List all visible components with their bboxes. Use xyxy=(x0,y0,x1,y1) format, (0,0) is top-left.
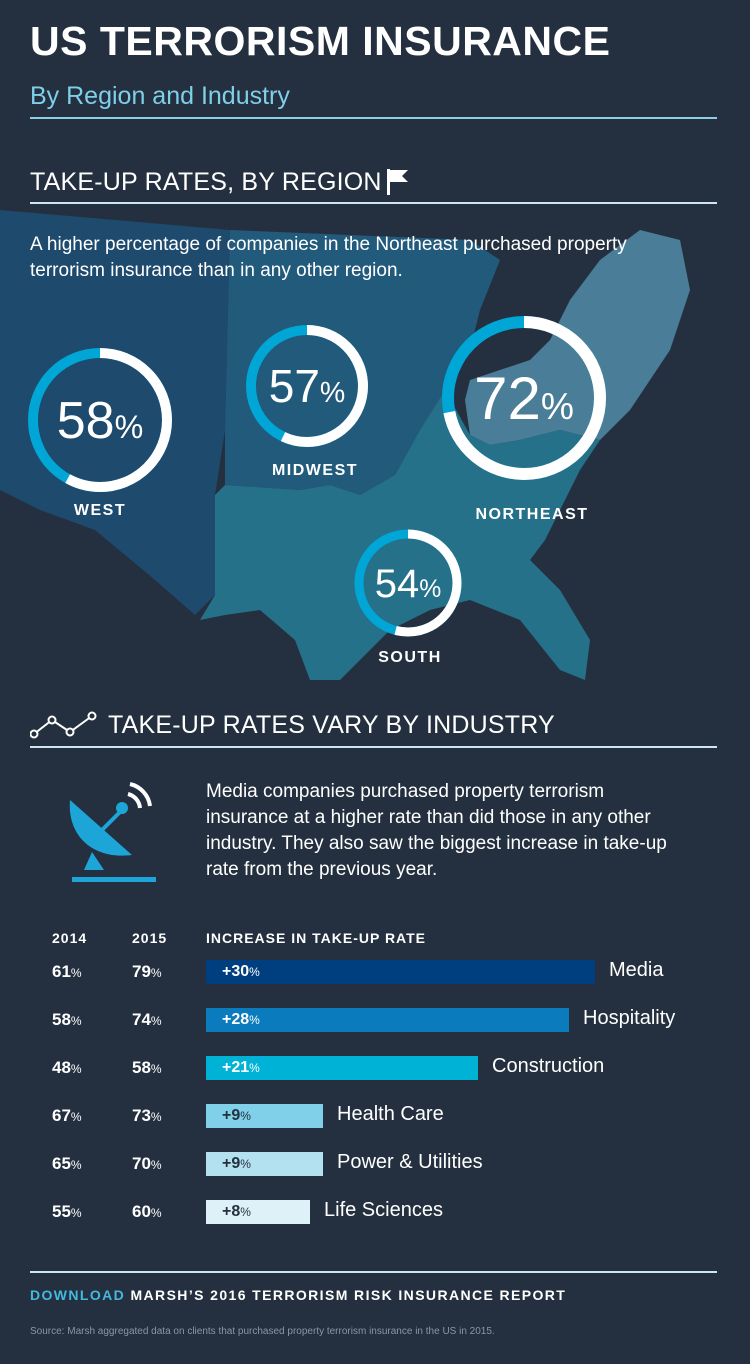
value-2015: 60% xyxy=(132,1202,162,1221)
increase-bar: +21% xyxy=(206,1056,478,1080)
ring-arc-west xyxy=(28,348,172,492)
report-label[interactable]: MARSH’S 2016 TERRORISM RISK INSURANCE RE… xyxy=(130,1287,567,1303)
value-2015: 58% xyxy=(132,1058,162,1077)
title-divider xyxy=(30,117,717,119)
value-2015: 70% xyxy=(132,1154,162,1173)
ring-arc-midwest xyxy=(246,325,368,447)
increase-label: +9% xyxy=(222,1155,251,1172)
industry-label: Health Care xyxy=(337,1103,444,1125)
value-2015: 74% xyxy=(132,1010,162,1029)
region-section-title: TAKE-UP RATES, BY REGION xyxy=(30,168,382,196)
ring-label-south: SOUTH xyxy=(378,649,442,666)
column-header-increase: INCREASE IN TAKE-UP RATE xyxy=(206,930,427,946)
increase-bar: +8% xyxy=(206,1200,310,1224)
ring-arc-south xyxy=(354,529,462,637)
page-subtitle: By Region and Industry xyxy=(30,82,290,110)
satellite-dish-icon xyxy=(69,782,156,882)
industry-label: Construction xyxy=(492,1055,605,1077)
increase-bar: +30% xyxy=(206,960,595,984)
increase-label: +30% xyxy=(222,963,260,980)
source-note: Source: Marsh aggregated data on clients… xyxy=(30,1326,495,1337)
region-intro-text: A higher percentage of companies in the … xyxy=(30,234,627,281)
value-2014: 55% xyxy=(52,1202,82,1221)
value-2014: 58% xyxy=(52,1010,82,1029)
value-2015: 79% xyxy=(132,962,162,981)
increase-label: +28% xyxy=(222,1011,260,1028)
increase-bar: +28% xyxy=(206,1008,569,1032)
increase-bar: +9% xyxy=(206,1152,323,1176)
region-rings: 58% 57% 72% 54% xyxy=(28,316,606,637)
industry-section-title: TAKE-UP RATES VARY BY INDUSTRY xyxy=(108,711,555,739)
line-chart-icon xyxy=(30,711,97,739)
industry-label: Media xyxy=(609,959,664,981)
value-2014: 48% xyxy=(52,1058,82,1077)
download-link[interactable]: DOWNLOAD MARSH’S 2016 TERRORISM RISK INS… xyxy=(30,1287,566,1303)
ring-value-northeast: 72% xyxy=(474,365,574,432)
ring-value-west: 58% xyxy=(57,392,144,450)
increase-label: +8% xyxy=(222,1203,251,1220)
download-label[interactable]: DOWNLOAD xyxy=(30,1287,126,1303)
value-2014: 65% xyxy=(52,1154,82,1173)
industry-label: Hospitality xyxy=(583,1007,676,1029)
footer-divider xyxy=(30,1271,717,1273)
value-2015: 73% xyxy=(132,1106,162,1125)
industry-label: Power & Utilities xyxy=(337,1151,483,1173)
value-2014: 67% xyxy=(52,1106,82,1125)
column-header-2015: 2015 xyxy=(132,930,168,946)
increase-label: +21% xyxy=(222,1059,260,1076)
increase-bar: +9% xyxy=(206,1104,323,1128)
industry-divider xyxy=(30,746,717,748)
map-region-west xyxy=(0,210,230,615)
increase-label: +9% xyxy=(222,1107,251,1124)
ring-value-south: 54% xyxy=(375,562,442,606)
industry-label: Life Sciences xyxy=(324,1199,443,1221)
ring-value-midwest: 57% xyxy=(269,360,346,412)
value-2014: 61% xyxy=(52,962,82,981)
column-header-2014: 2014 xyxy=(52,930,88,946)
ring-arc-northeast xyxy=(442,316,606,480)
industry-intro-text: Media companies purchased property terro… xyxy=(206,781,667,880)
ring-label-midwest: MIDWEST xyxy=(271,462,359,479)
region-divider xyxy=(30,202,717,204)
flag-icon xyxy=(387,169,408,195)
ring-label-northeast: NORTHEAST xyxy=(475,506,589,523)
page-title: US TERRORISM INSURANCE xyxy=(30,18,611,64)
ring-label-west: WEST xyxy=(73,502,127,519)
